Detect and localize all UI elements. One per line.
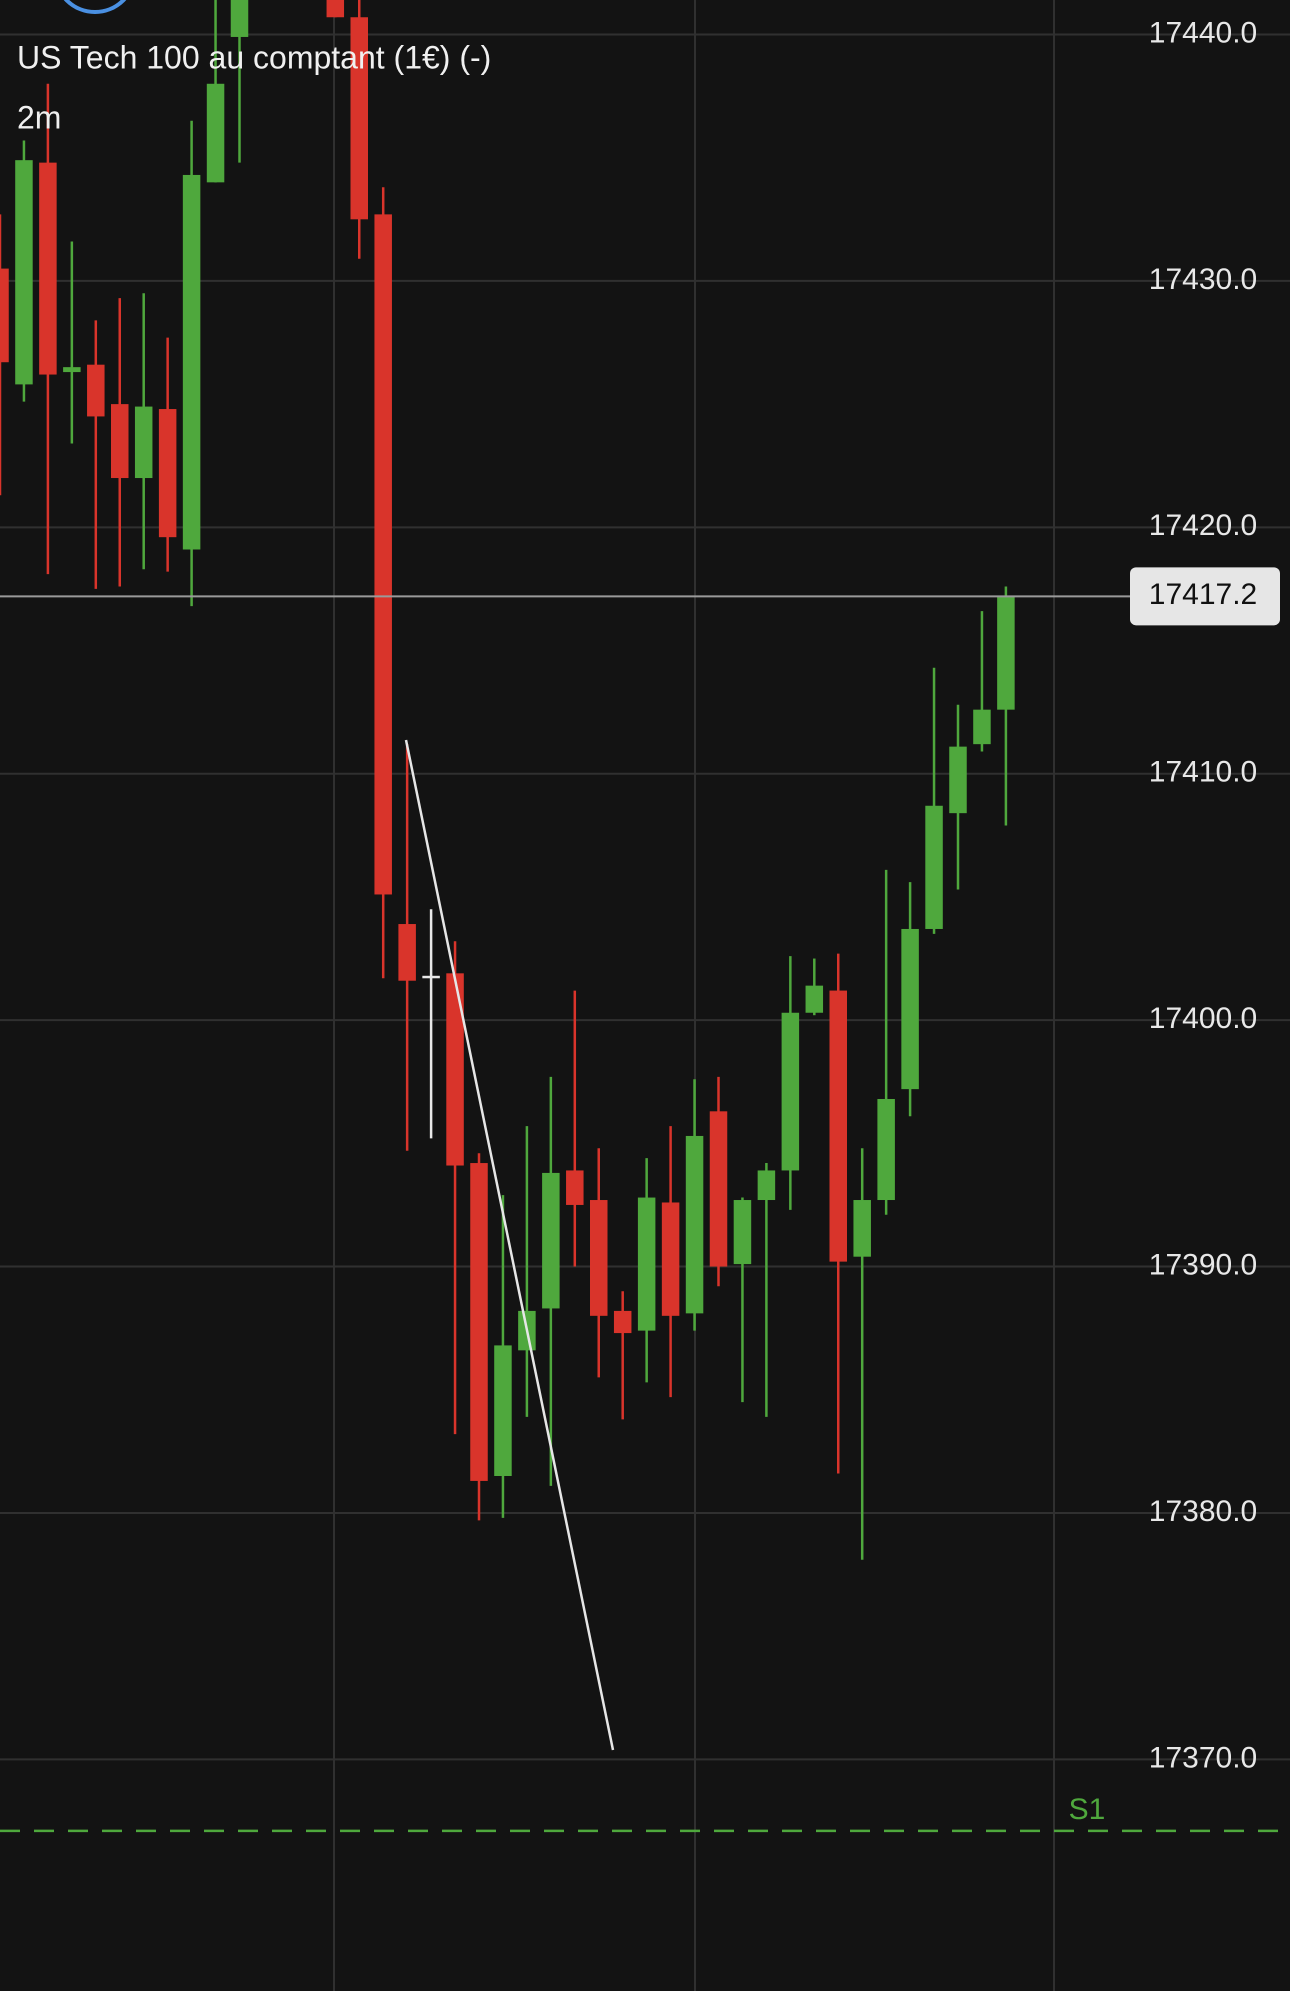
candle-body <box>374 214 392 895</box>
last-price-box <box>1130 567 1280 626</box>
candle-body <box>685 1135 704 1314</box>
candle-body <box>39 162 57 375</box>
chart-title: US Tech 100 au comptant (1€) (-) <box>17 39 491 75</box>
candle-body <box>63 367 81 373</box>
candle-body <box>566 1170 584 1205</box>
candle-body <box>326 0 345 18</box>
candle-body <box>853 1200 871 1257</box>
candle-body <box>829 990 847 1262</box>
timeframe: 2m <box>17 99 61 135</box>
candle-body <box>757 1170 776 1201</box>
candle-body <box>590 1200 608 1316</box>
y-tick-label: 17420.0 <box>1149 509 1257 542</box>
candle-body <box>997 596 1015 710</box>
y-tick-label: 17430.0 <box>1149 263 1257 296</box>
candle-body <box>350 17 368 220</box>
y-tick-label: 17390.0 <box>1149 1248 1257 1281</box>
candle-body <box>398 924 416 981</box>
support-label: S1 <box>1069 1793 1106 1826</box>
candle-body <box>709 1111 728 1267</box>
candle-body <box>470 1163 488 1481</box>
y-tick-label: 17400.0 <box>1149 1002 1257 1035</box>
candle-body <box>901 928 919 1090</box>
candle-body <box>206 83 225 183</box>
candle-body <box>182 174 201 550</box>
last-price-label: 17417.2 <box>1149 578 1257 611</box>
candle-body <box>230 0 249 37</box>
candle-body <box>134 406 153 479</box>
candle-body <box>15 160 33 385</box>
candle-body <box>877 1098 895 1201</box>
logo <box>63 0 127 14</box>
candle-body <box>494 1345 512 1477</box>
candle-body <box>542 1172 560 1309</box>
candle-body <box>422 975 440 979</box>
vertical-grid <box>333 0 1055 1991</box>
candle-body <box>973 709 991 745</box>
candle-body <box>925 805 943 929</box>
candle-body <box>733 1200 752 1265</box>
candle-body <box>158 409 177 538</box>
candle-body <box>446 973 464 1166</box>
candle-body <box>111 404 129 479</box>
trend-line <box>404 739 615 1751</box>
candle-body <box>87 364 105 417</box>
y-tick-label: 17380.0 <box>1149 1495 1257 1528</box>
candle-body <box>949 746 967 814</box>
y-tick-label: 17410.0 <box>1149 756 1257 789</box>
candle-body <box>637 1197 656 1331</box>
candle-body <box>781 1012 800 1171</box>
candle-body <box>0 268 9 363</box>
candle-body <box>613 1310 632 1334</box>
y-tick-label: 17370.0 <box>1149 1741 1257 1774</box>
y-tick-label: 17440.0 <box>1149 16 1257 49</box>
candle-body <box>661 1202 680 1316</box>
candle-body <box>805 985 824 1013</box>
